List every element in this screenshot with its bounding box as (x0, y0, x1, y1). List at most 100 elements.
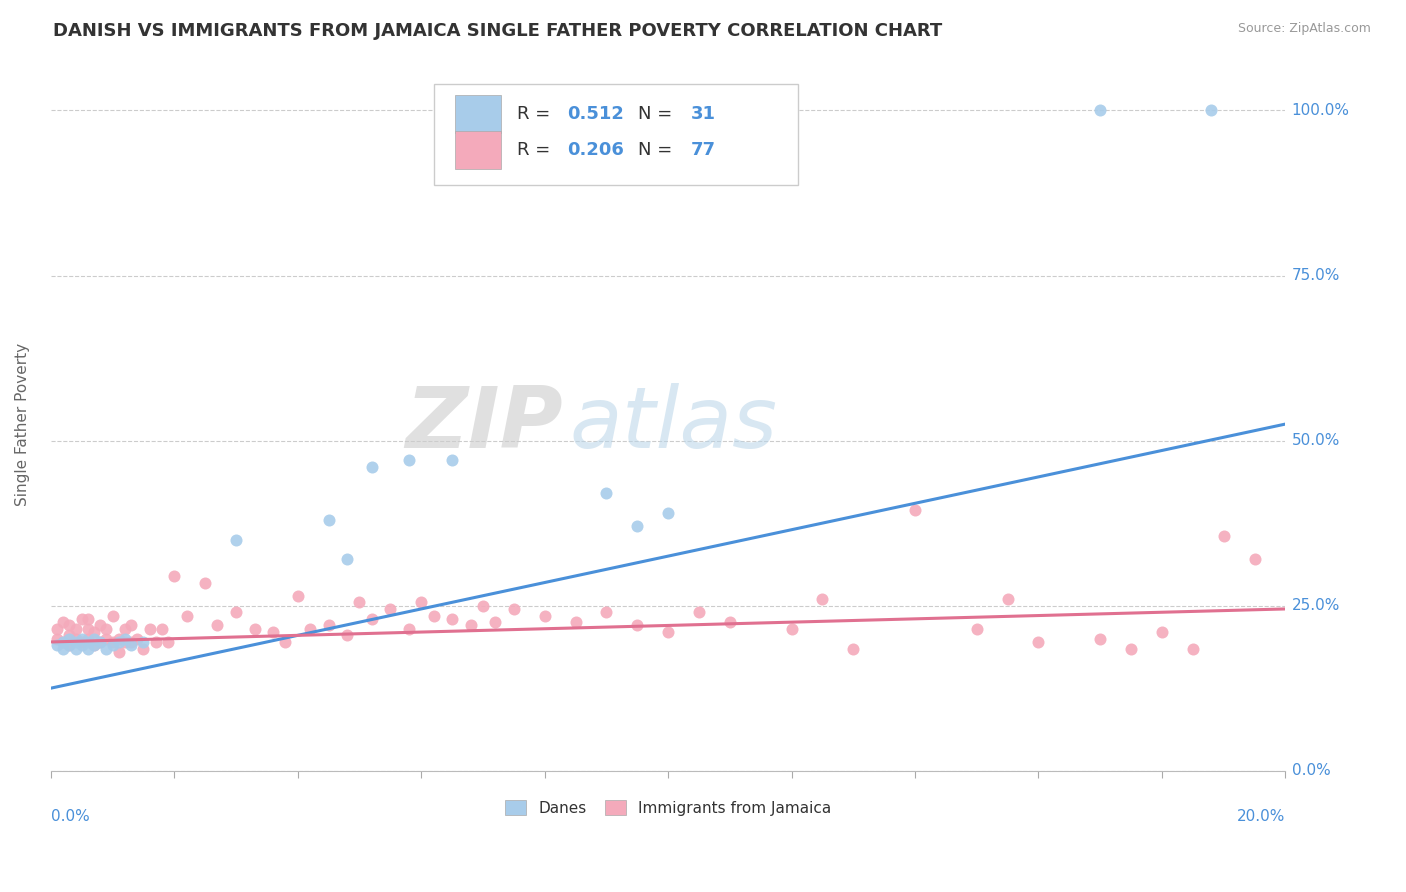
Text: 20.0%: 20.0% (1237, 809, 1285, 824)
Point (718, 615, 741, 629)
Point (70, 638, 93, 652)
Point (65, 632, 87, 646)
Point (657, 506, 679, 520)
Point (502, 602, 524, 616)
Point (360, 612, 382, 626)
Point (65, 622, 87, 636)
Point (89, 635, 111, 649)
Text: Source: ZipAtlas.com: Source: ZipAtlas.com (1237, 22, 1371, 36)
Point (1181, 641, 1204, 656)
Point (176, 608, 198, 623)
Text: 77: 77 (690, 141, 716, 160)
Point (287, 589, 309, 603)
Point (150, 622, 173, 636)
Point (471, 599, 494, 613)
Point (107, 645, 129, 659)
Point (163, 569, 186, 583)
Point (132, 641, 155, 656)
Point (398, 453, 420, 467)
Point (114, 635, 136, 649)
Point (107, 632, 129, 646)
Point (107, 635, 129, 649)
Point (58, 632, 80, 646)
Point (120, 635, 142, 649)
Point (1119, 641, 1142, 656)
Text: N =: N = (638, 105, 679, 123)
Point (533, 608, 555, 623)
Point (70, 635, 93, 649)
Point (274, 635, 297, 649)
Point (318, 513, 340, 527)
Point (1088, 632, 1111, 646)
FancyBboxPatch shape (433, 85, 797, 185)
Point (76, 612, 98, 626)
Point (52, 635, 75, 649)
Point (595, 486, 617, 500)
Point (58, 618, 80, 632)
Point (46, 632, 69, 646)
Point (422, 608, 444, 623)
Point (58, 638, 80, 652)
Text: 25.0%: 25.0% (1292, 599, 1340, 613)
Text: DANISH VS IMMIGRANTS FROM JAMAICA SINGLE FATHER POVERTY CORRELATION CHART: DANISH VS IMMIGRANTS FROM JAMAICA SINGLE… (53, 22, 942, 40)
Point (564, 615, 586, 629)
Point (1028, 635, 1050, 649)
Y-axis label: Single Father Poverty: Single Father Poverty (15, 343, 30, 506)
Point (441, 612, 464, 626)
Point (114, 622, 136, 636)
Point (299, 622, 322, 636)
Point (243, 622, 266, 636)
Point (58, 638, 80, 652)
Point (688, 605, 710, 619)
Point (89, 635, 111, 649)
Text: 0.0%: 0.0% (51, 809, 90, 824)
Point (460, 618, 482, 632)
Point (76, 632, 98, 646)
Point (262, 625, 284, 640)
Point (76, 622, 98, 636)
Point (441, 453, 464, 467)
Point (626, 519, 648, 533)
Point (1201, 103, 1223, 118)
Point (811, 592, 834, 607)
Point (120, 638, 142, 652)
Point (1150, 625, 1173, 640)
Point (360, 460, 382, 475)
Point (626, 618, 648, 632)
Point (101, 638, 124, 652)
Point (101, 608, 124, 623)
Point (336, 552, 359, 566)
Point (225, 605, 247, 619)
Point (997, 592, 1019, 607)
Point (52, 635, 75, 649)
Point (780, 622, 803, 636)
Point (58, 628, 80, 642)
FancyBboxPatch shape (454, 131, 502, 169)
Point (83, 625, 105, 640)
Text: R =: R = (517, 105, 557, 123)
Point (96, 641, 118, 656)
Point (83, 632, 105, 646)
Point (76, 641, 98, 656)
Point (46, 622, 69, 636)
Point (65, 641, 87, 656)
Point (1243, 552, 1265, 566)
Point (114, 632, 136, 646)
Point (83, 638, 105, 652)
Text: 0.0%: 0.0% (1292, 764, 1330, 778)
Point (411, 595, 433, 609)
Point (194, 575, 217, 590)
Text: 0.206: 0.206 (567, 141, 624, 160)
Point (207, 618, 229, 632)
Text: 100.0%: 100.0% (1292, 103, 1350, 118)
Point (101, 635, 124, 649)
Point (966, 622, 988, 636)
Point (380, 602, 402, 616)
Text: ZIP: ZIP (405, 383, 564, 466)
Point (145, 635, 167, 649)
Point (89, 618, 111, 632)
Point (83, 638, 105, 652)
Point (96, 622, 118, 636)
Point (76, 635, 98, 649)
Point (132, 635, 155, 649)
